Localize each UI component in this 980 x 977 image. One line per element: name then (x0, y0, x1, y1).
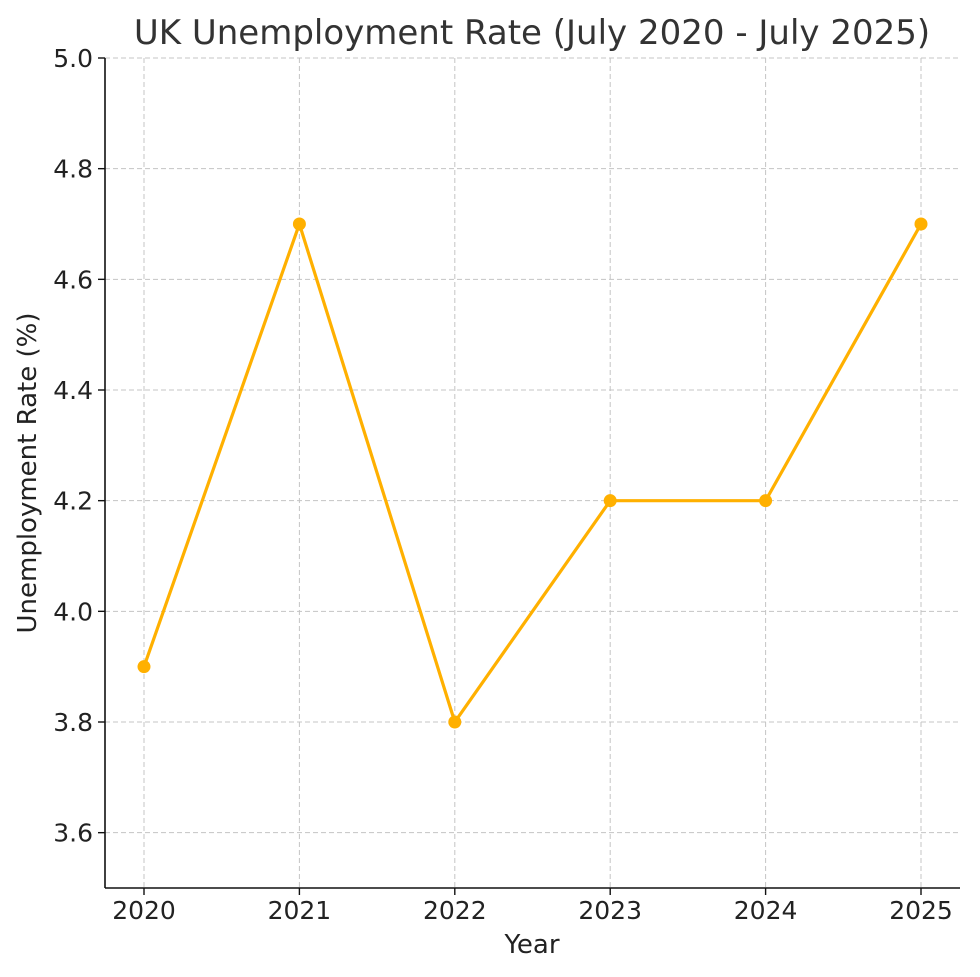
x-tick-label: 2021 (268, 896, 332, 925)
data-point (759, 494, 773, 508)
y-tick-label: 4.4 (53, 376, 93, 405)
y-tick-label: 5.0 (53, 44, 93, 73)
y-tick-label: 4.2 (53, 487, 93, 516)
series-line-unemployment (142, 218, 923, 726)
data-point (137, 660, 151, 674)
x-tick-label: 2025 (889, 896, 953, 925)
y-tick-label: 4.8 (53, 155, 93, 184)
axes (104, 58, 960, 889)
x-tick-label: 2020 (112, 896, 176, 925)
x-gridlines (143, 58, 922, 888)
chart-title: UK Unemployment Rate (July 2020 - July 2… (134, 13, 930, 53)
y-tick-label: 4.0 (53, 597, 93, 626)
x-axis-label: Year (503, 930, 559, 960)
data-point (603, 494, 617, 508)
y-tick-label: 4.6 (53, 265, 93, 294)
y-tick-label: 3.6 (53, 819, 93, 848)
x-tick-label: 2022 (423, 896, 487, 925)
x-tick-label: 2023 (578, 896, 642, 925)
data-point (914, 217, 928, 231)
series-markers (137, 217, 928, 729)
y-gridlines (105, 57, 960, 834)
y-axis-label: Unemployment Rate (%) (13, 313, 43, 634)
y-tick-group: 3.6 3.8 4.0 4.2 4.4 4.6 4.8 5.0 (53, 44, 105, 848)
data-point (292, 217, 306, 231)
x-tick-label: 2024 (734, 896, 798, 925)
y-tick-label: 3.8 (53, 708, 93, 737)
x-tick-group: 2020 2021 2022 2023 2024 2025 (112, 888, 953, 925)
data-point (448, 715, 462, 729)
